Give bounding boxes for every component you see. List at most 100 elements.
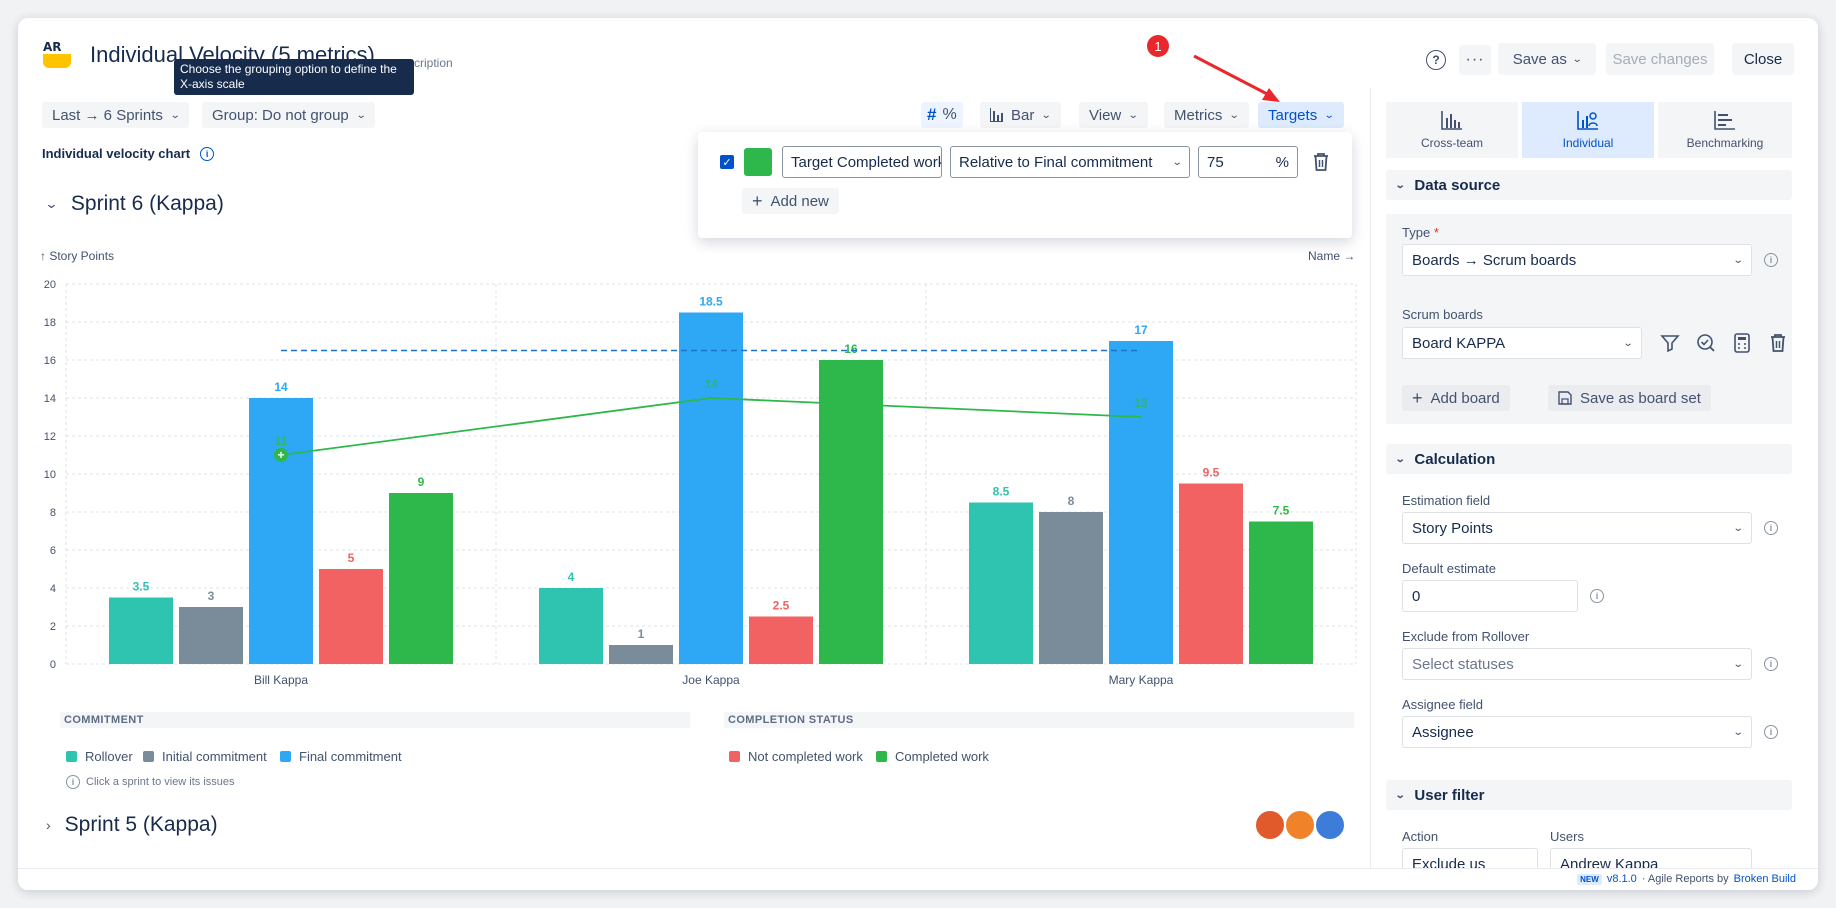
metrics-select[interactable]: Metrics ⌄ xyxy=(1164,102,1249,128)
save-board-set-button[interactable]: Save as board set xyxy=(1548,385,1711,411)
chevron-down-icon: ⌄ xyxy=(1732,658,1744,670)
description-link[interactable]: cription xyxy=(414,56,453,70)
version-label[interactable]: v8.1.0 xyxy=(1606,873,1637,885)
target-color-swatch[interactable] xyxy=(744,148,772,176)
target-point-plus: + xyxy=(277,448,284,462)
info-icon[interactable]: i xyxy=(1764,521,1778,535)
info-icon[interactable]: i xyxy=(200,146,215,161)
chart-type-label: Bar xyxy=(1011,106,1035,124)
x-tick-label: Mary Kappa xyxy=(1109,673,1174,687)
bar xyxy=(539,588,603,664)
tab-benchmarking[interactable]: Benchmarking xyxy=(1658,102,1792,158)
avatar[interactable] xyxy=(1254,809,1286,841)
bar-value-label: 3.5 xyxy=(133,580,150,594)
legend-initial-commitment[interactable]: Initial commitment xyxy=(143,749,267,764)
period-select[interactable]: Last → 6 Sprints ⌄ xyxy=(42,102,190,128)
estimation-value: Story Points xyxy=(1412,519,1493,537)
type-select[interactable]: Boards → Scrum boards ⌄ xyxy=(1402,244,1752,276)
user-chart-icon xyxy=(1577,111,1598,130)
avatar[interactable] xyxy=(1284,809,1316,841)
percent-icon[interactable]: % xyxy=(942,106,957,123)
info-icon[interactable]: i xyxy=(1590,589,1604,603)
y-axis-label: ↑ Story Points xyxy=(40,249,115,263)
target-checkbox[interactable]: ✓ xyxy=(720,155,734,169)
more-button[interactable]: ··· xyxy=(1459,45,1491,75)
tab-label: Cross-team xyxy=(1420,136,1483,150)
default-estimate-input[interactable]: 0 xyxy=(1402,580,1578,612)
legend-rollover[interactable]: Rollover xyxy=(66,749,133,764)
chart-label-text: Individual velocity chart xyxy=(42,146,191,161)
calculation-section-header[interactable]: ⌄ Calculation xyxy=(1386,444,1792,474)
legend-completed[interactable]: Completed work xyxy=(876,749,989,764)
save-as-button[interactable]: Save as ⌄ xyxy=(1498,43,1596,75)
target-value-input[interactable]: 75 % xyxy=(1198,146,1298,178)
targets-popup: ✓ Target Completed work Relative to Fina… xyxy=(698,132,1352,238)
y-tick-label: 8 xyxy=(50,507,56,519)
info-icon[interactable]: i xyxy=(1764,657,1778,671)
bar-value-label: 9 xyxy=(418,475,425,489)
x-sort-label[interactable]: Name → xyxy=(1308,249,1356,263)
sprint6-header[interactable]: ⌄ Sprint 6 (Kappa) xyxy=(44,192,223,216)
type-value: Boards → Scrum boards xyxy=(1412,251,1577,269)
board-select[interactable]: Board KAPPA ⌄ xyxy=(1402,327,1642,359)
exclude-statuses-select[interactable]: Select statuses ⌄ xyxy=(1402,648,1752,680)
estimation-field-select[interactable]: Story Points ⌄ xyxy=(1402,512,1752,544)
bar-value-label: 8.5 xyxy=(993,485,1010,499)
hash-icon[interactable]: # xyxy=(927,105,937,124)
help-button[interactable]: ? xyxy=(1420,45,1452,75)
chart-type-select[interactable]: Bar ⌄ xyxy=(980,102,1061,128)
add-board-button[interactable]: + Add board xyxy=(1402,385,1510,411)
save-changes-button[interactable]: Save changes xyxy=(1606,43,1714,75)
exclude-rollover-label: Exclude from Rollover xyxy=(1402,629,1530,644)
add-new-target-button[interactable]: + Add new xyxy=(742,188,839,214)
data-source-section-header[interactable]: ⌄ Data source xyxy=(1386,170,1792,200)
legend-not-completed[interactable]: Not completed work xyxy=(729,749,863,764)
target-relative-select[interactable]: Relative to Final commitment ⌄ xyxy=(950,146,1190,178)
bar-value-label: 9.5 xyxy=(1203,466,1220,480)
trash-icon[interactable] xyxy=(1762,327,1794,359)
legend-final-commitment[interactable]: Final commitment xyxy=(280,749,402,764)
bar-value-label: 4 xyxy=(568,570,575,584)
info-icon[interactable]: i xyxy=(1764,253,1778,267)
bar xyxy=(819,360,883,664)
tab-label: Individual xyxy=(1562,136,1614,150)
legend-label: Initial commitment xyxy=(162,749,267,764)
targets-select[interactable]: Targets ⌄ xyxy=(1258,102,1344,128)
target-name-input[interactable]: Target Completed work xyxy=(782,146,942,178)
calculator-icon[interactable] xyxy=(1726,327,1758,359)
target-value: 75 xyxy=(1207,153,1224,171)
bar xyxy=(1179,483,1243,664)
bar xyxy=(1039,512,1103,664)
bar xyxy=(389,493,453,664)
y-tick-label: 16 xyxy=(44,355,56,367)
plus-icon: + xyxy=(1412,387,1423,408)
action-label: Action xyxy=(1402,829,1439,844)
tab-individual[interactable]: Individual xyxy=(1522,102,1654,158)
bar-value-label: 18.5 xyxy=(699,295,723,309)
tab-cross-team[interactable]: Cross-team xyxy=(1386,102,1518,158)
section-title: User filter xyxy=(1414,786,1485,804)
legend-swatch xyxy=(66,751,77,762)
user-filter-section-header[interactable]: ⌄ User filter xyxy=(1386,780,1792,810)
type-label: Type * xyxy=(1402,225,1439,240)
vendor-link[interactable]: Broken Build xyxy=(1733,873,1796,885)
bar-value-label: 2.5 xyxy=(773,599,790,613)
check-search-icon[interactable] xyxy=(1690,327,1722,359)
assignee-field-select[interactable]: Assignee ⌄ xyxy=(1402,716,1752,748)
close-button[interactable]: Close xyxy=(1732,43,1794,75)
sprint5-header[interactable]: › Sprint 5 (Kappa) xyxy=(46,813,218,837)
annotation-marker: 1 xyxy=(1147,35,1169,57)
avatar[interactable] xyxy=(1314,809,1346,841)
info-icon[interactable]: i xyxy=(1764,725,1778,739)
trash-icon[interactable] xyxy=(1310,150,1332,174)
board-value: Board KAPPA xyxy=(1412,334,1506,352)
chevron-down-icon: ⌄ xyxy=(1571,53,1583,65)
y-tick-label: 20 xyxy=(44,279,56,291)
filter-icon[interactable] xyxy=(1654,327,1686,359)
number-format-toggle[interactable]: # % xyxy=(921,102,963,128)
bar-value-label: 14 xyxy=(274,380,288,394)
view-select[interactable]: View ⌄ xyxy=(1079,102,1148,128)
chevron-down-icon: ⌄ xyxy=(1229,109,1240,121)
group-select[interactable]: Group: Do not group ⌄ xyxy=(202,102,376,128)
